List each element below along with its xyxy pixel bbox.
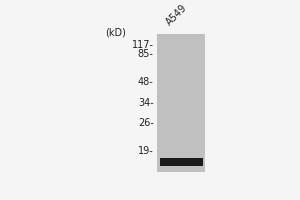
Text: 19-: 19- [138, 146, 154, 156]
Text: 48-: 48- [138, 77, 154, 87]
Text: 34-: 34- [138, 98, 154, 108]
Bar [160, 158, 203, 166]
Text: 117-: 117- [132, 40, 154, 50]
Text: 26-: 26- [138, 118, 154, 128]
Text: 85-: 85- [138, 49, 154, 59]
Text: A549: A549 [164, 3, 189, 28]
Bar [157, 34, 205, 172]
Text: (kD): (kD) [105, 27, 126, 37]
